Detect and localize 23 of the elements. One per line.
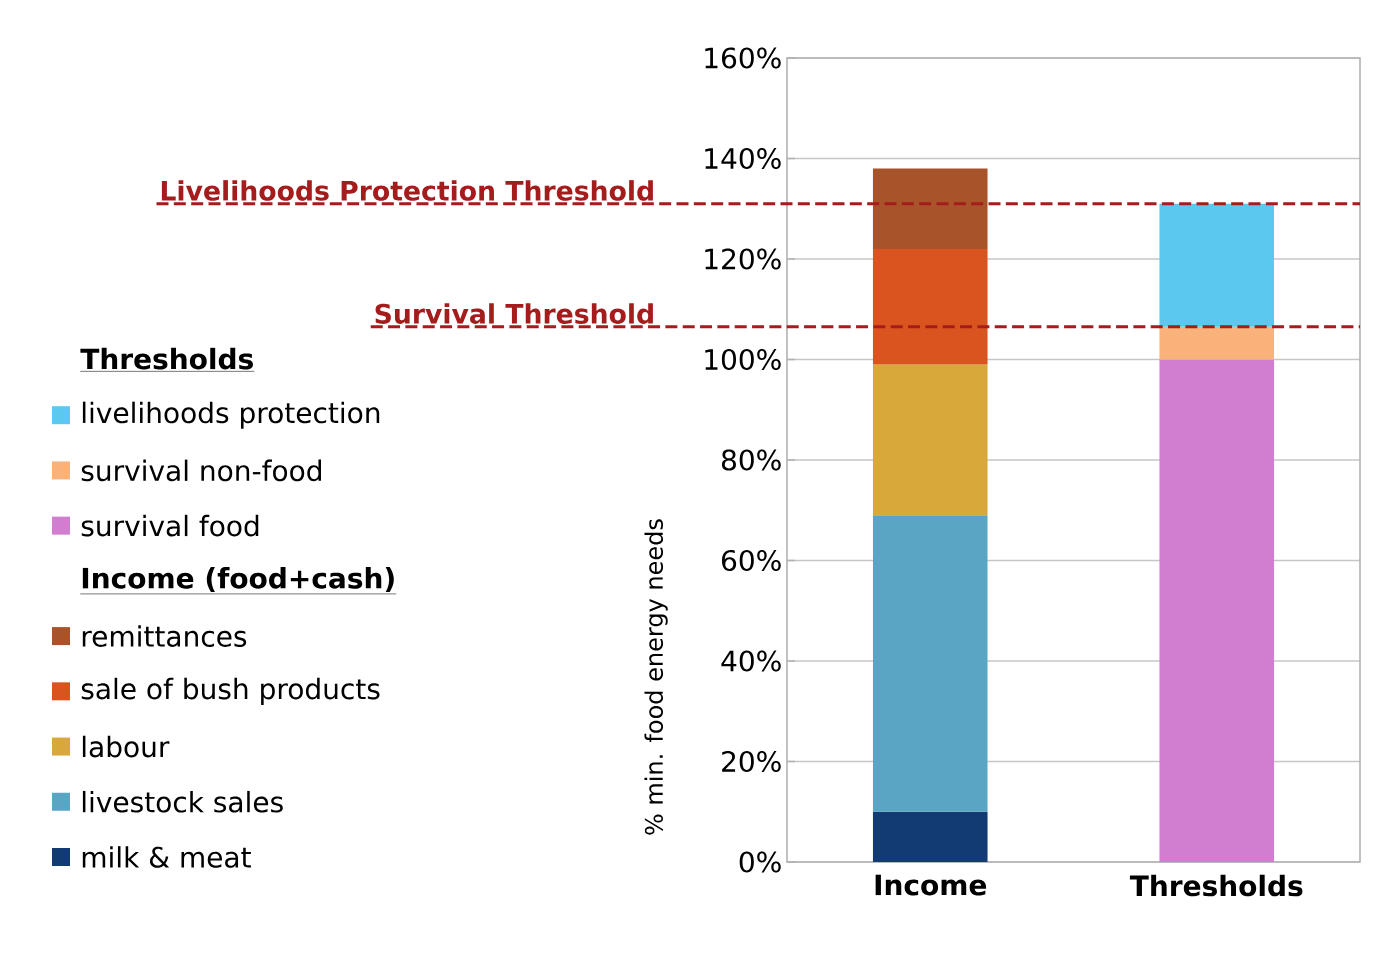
- text: Income (food+cash): [82, 567, 394, 593]
- y-tick-label: 140%: [705, 147, 781, 170]
- legend-label: sale of bush products: [81, 677, 380, 705]
- legend-label: livelihoods protection: [82, 401, 380, 429]
- legend-label: survival food: [81, 514, 259, 537]
- x-tick-label: Income: [875, 874, 987, 896]
- legend-label: livestock sales: [82, 790, 283, 813]
- y-tick-label: 40%: [721, 650, 781, 672]
- ref-line-label: Survival Threshold: [375, 303, 653, 324]
- y-tick-label: 60%: [722, 549, 781, 572]
- y-tick-label: 0%: [739, 851, 781, 873]
- legend-label: milk & meat: [82, 846, 251, 868]
- legend-label: survival non-food: [81, 459, 321, 482]
- legend-title: Thresholds: [80, 347, 253, 370]
- y-tick-label: 120%: [705, 248, 781, 270]
- y-tick-label: 100%: [705, 348, 781, 371]
- y-tick-label: 80%: [721, 449, 781, 471]
- legend-label: labour: [82, 735, 170, 758]
- y-axis-title: % min. food energy needs: [644, 519, 668, 835]
- ref-line-label: Livelihoods Protection Threshold: [161, 180, 653, 201]
- y-tick-label: 20%: [722, 750, 781, 773]
- y-tick-label: 160%: [705, 47, 781, 69]
- legend-label: remittances: [82, 625, 247, 647]
